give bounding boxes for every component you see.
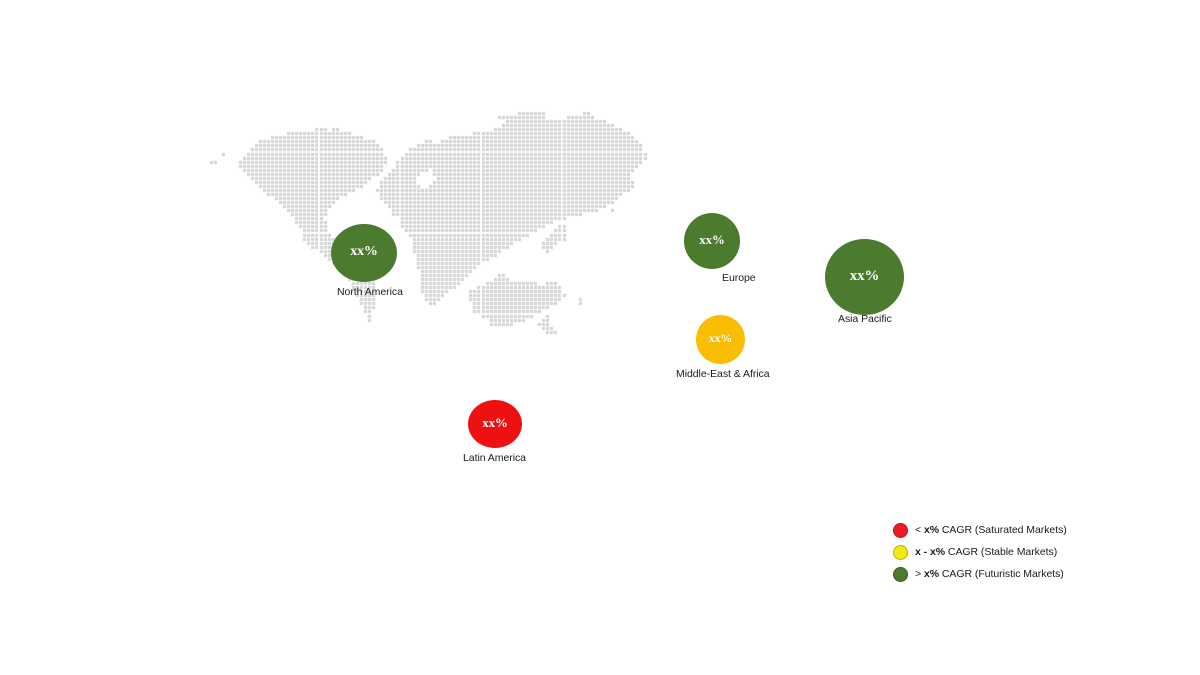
bubble-value: xx% (482, 415, 508, 430)
bubble-value: xx% (849, 267, 880, 284)
legend-item-saturated[interactable]: < x% CAGR (Saturated Markets) (893, 519, 1093, 541)
region-label-north-america: North America (337, 286, 403, 298)
legend-suffix: CAGR (Futuristic Markets) (939, 568, 1064, 580)
legend-item-stable[interactable]: x - x% CAGR (Stable Markets) (893, 541, 1093, 563)
legend-dot-saturated-icon (893, 522, 908, 538)
legend: < x% CAGR (Saturated Markets) x - x% CAGR… (893, 519, 1093, 585)
bubble-value: xx% (350, 244, 378, 259)
legend-suffix: CAGR (Stable Markets) (945, 546, 1058, 558)
legend-value: x% (923, 568, 940, 580)
bubble-middle-east-africa[interactable]: xx% (696, 315, 745, 364)
bubble-latin-america[interactable]: xx% (468, 400, 522, 448)
legend-suffix: CAGR (Saturated Markets) (939, 524, 1067, 536)
region-label-asia-pacific: Asia Pacific (838, 313, 892, 325)
legend-prefix: < (915, 524, 924, 536)
region-label-europe: Europe (722, 272, 756, 284)
legend-label-saturated: < x% CAGR (Saturated Markets) (915, 524, 1067, 536)
legend-dot-stable-icon (893, 544, 908, 560)
bubble-value: xx% (699, 232, 725, 247)
region-label-latin-america: Latin America (463, 452, 526, 464)
legend-prefix: > (915, 568, 924, 580)
bubble-value: xx% (708, 331, 733, 345)
legend-item-futuristic[interactable]: > x% CAGR (Futuristic Markets) (893, 563, 1093, 585)
bubble-north-america[interactable]: xx% (331, 224, 397, 282)
legend-label-stable: x - x% CAGR (Stable Markets) (915, 546, 1057, 558)
bubble-asia-pacific[interactable]: xx% (825, 239, 904, 315)
bubble-europe[interactable]: xx% (684, 213, 740, 269)
legend-dot-futuristic-icon (893, 566, 908, 582)
legend-value: x% (923, 524, 940, 536)
legend-value: x - x% (915, 546, 946, 558)
legend-label-futuristic: > x% CAGR (Futuristic Markets) (915, 568, 1064, 580)
region-label-middle-east-africa: Middle-East & Africa (676, 368, 770, 380)
